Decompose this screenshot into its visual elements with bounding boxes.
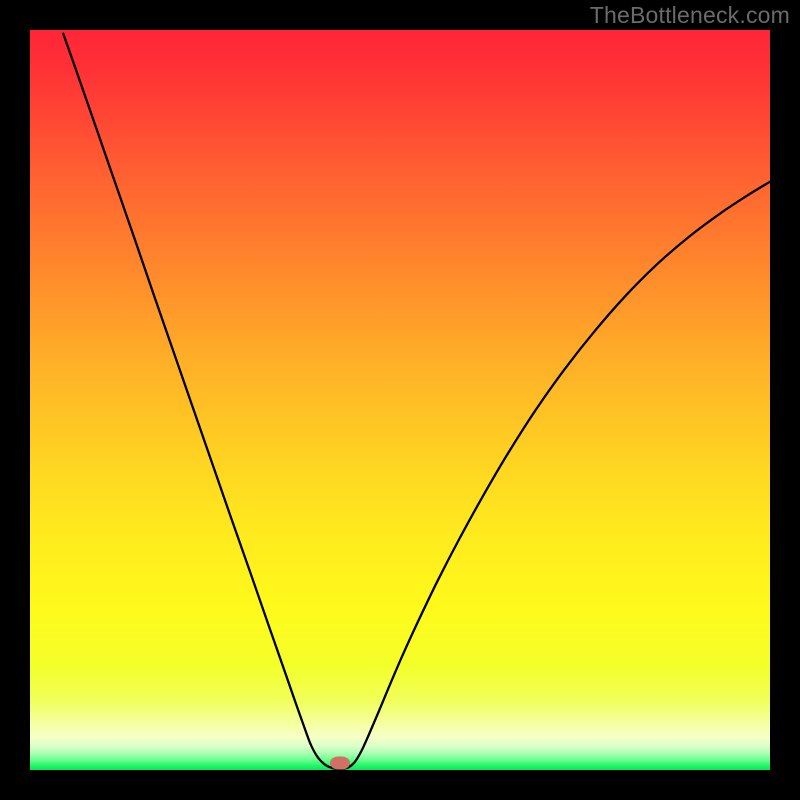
bottleneck-chart: [0, 0, 800, 800]
chart-stage: { "meta": { "domain": "Chart", "source_w…: [0, 0, 800, 800]
source-watermark: TheBottleneck.com: [590, 2, 790, 29]
minimum-marker: [330, 757, 350, 770]
